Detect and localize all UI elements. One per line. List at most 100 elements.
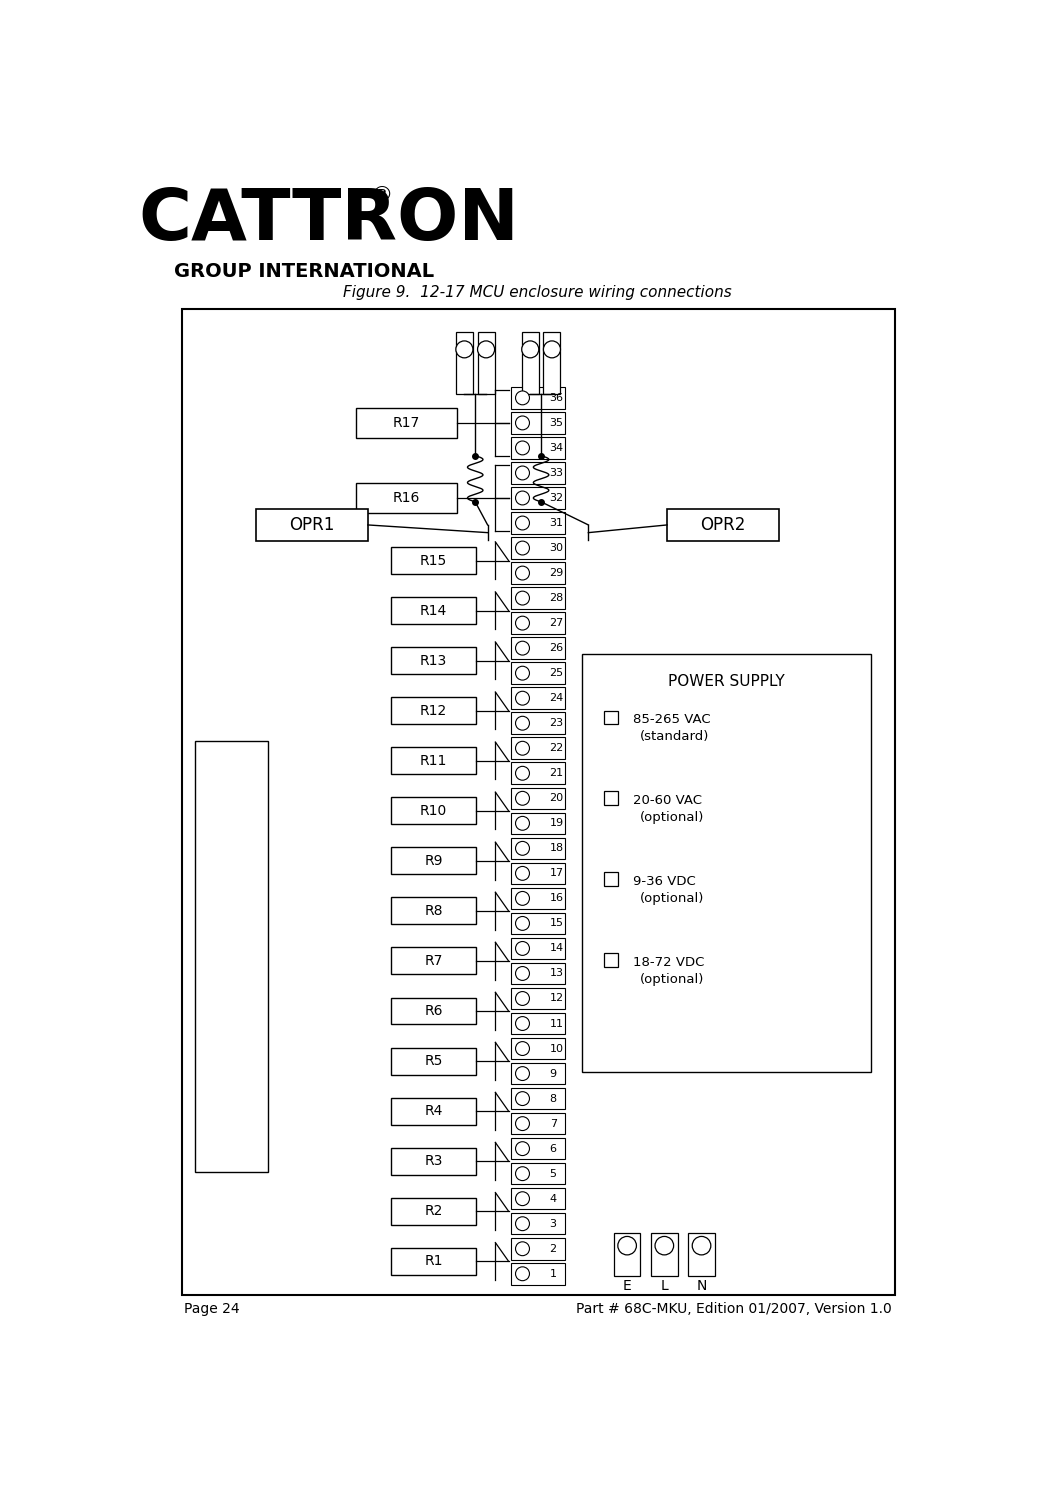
Bar [390, 1097, 476, 1124]
Text: 20-60 VAC: 20-60 VAC [633, 794, 702, 807]
Bar [511, 687, 565, 709]
Bar [511, 763, 565, 784]
Circle shape [515, 1117, 530, 1130]
Text: ®: ® [371, 184, 393, 205]
Text: R10: R10 [420, 804, 447, 818]
Circle shape [515, 742, 530, 755]
Bar [511, 512, 565, 534]
Text: 1: 1 [550, 1268, 557, 1279]
Text: 26: 26 [550, 644, 563, 653]
Text: Figure 9.  12-17 MCU enclosure wiring connections: Figure 9. 12-17 MCU enclosure wiring con… [343, 286, 731, 300]
Bar [511, 462, 565, 483]
Bar [390, 598, 476, 625]
Text: 15: 15 [550, 919, 563, 928]
Bar [356, 483, 456, 513]
Text: 14: 14 [550, 943, 563, 953]
Circle shape [515, 766, 530, 781]
Bar [511, 987, 565, 1010]
Bar [511, 1239, 565, 1259]
Circle shape [515, 491, 530, 506]
Bar [511, 1063, 565, 1084]
Text: 9: 9 [550, 1069, 557, 1078]
Circle shape [515, 567, 530, 580]
Circle shape [515, 791, 530, 806]
Text: L: L [661, 1279, 668, 1294]
Bar [477, 333, 494, 394]
Text: 10: 10 [550, 1044, 563, 1054]
Text: 21: 21 [550, 769, 563, 778]
Text: 8: 8 [550, 1093, 557, 1103]
Text: POWER SUPPLY: POWER SUPPLY [668, 674, 785, 688]
Bar [511, 1163, 565, 1185]
Circle shape [618, 1236, 637, 1255]
Bar [604, 953, 618, 967]
Bar [511, 1038, 565, 1059]
Bar [511, 1088, 565, 1109]
Bar [390, 1248, 476, 1274]
Text: R13: R13 [420, 654, 447, 668]
Circle shape [515, 391, 530, 404]
Text: 18-72 VDC: 18-72 VDC [633, 956, 704, 970]
Circle shape [515, 541, 530, 555]
Text: R3: R3 [424, 1154, 443, 1169]
Circle shape [515, 592, 530, 605]
Text: 23: 23 [550, 718, 563, 729]
Text: R17: R17 [392, 416, 420, 430]
Bar [511, 662, 565, 684]
Text: 12: 12 [550, 993, 563, 1004]
Bar [511, 638, 565, 659]
Circle shape [515, 416, 530, 430]
Bar [604, 873, 618, 886]
Bar [456, 333, 473, 394]
Bar [511, 837, 565, 859]
Text: 17: 17 [550, 868, 563, 879]
Bar [521, 333, 539, 394]
Bar [390, 1047, 476, 1075]
Text: 22: 22 [550, 744, 564, 754]
Text: 18: 18 [550, 843, 563, 854]
Bar [511, 537, 565, 559]
Bar [390, 647, 476, 674]
Circle shape [515, 842, 530, 855]
Bar [511, 562, 565, 584]
Text: R12: R12 [420, 703, 447, 718]
Text: 31: 31 [550, 517, 563, 528]
Circle shape [515, 691, 530, 705]
Bar [256, 509, 368, 541]
Text: R15: R15 [420, 553, 447, 568]
Bar [582, 654, 872, 1072]
Text: OPR2: OPR2 [701, 516, 746, 534]
Bar [511, 1138, 565, 1160]
Text: Part # 68C-MKU, Edition 01/2007, Version 1.0: Part # 68C-MKU, Edition 01/2007, Version… [576, 1301, 892, 1316]
Text: 20: 20 [550, 793, 563, 803]
Circle shape [477, 341, 494, 358]
Text: R9: R9 [424, 854, 443, 868]
Text: 29: 29 [550, 568, 564, 578]
Bar [511, 587, 565, 608]
Bar [511, 1213, 565, 1234]
Text: 25: 25 [550, 668, 563, 678]
Text: 5: 5 [550, 1169, 557, 1179]
Text: Page 24: Page 24 [184, 1301, 239, 1316]
Bar [543, 333, 560, 394]
Circle shape [515, 1242, 530, 1255]
Circle shape [515, 992, 530, 1005]
Circle shape [515, 1167, 530, 1181]
Text: 24: 24 [550, 693, 564, 703]
Text: OPR1: OPR1 [290, 516, 335, 534]
Circle shape [515, 442, 530, 455]
Bar [390, 1197, 476, 1225]
Bar [390, 1148, 476, 1175]
Bar [511, 613, 565, 633]
Bar [614, 1233, 640, 1276]
Circle shape [515, 816, 530, 830]
Text: 3: 3 [550, 1219, 557, 1228]
Text: CATTRON: CATTRON [138, 186, 519, 256]
Bar [181, 309, 895, 1295]
Text: 28: 28 [550, 593, 564, 604]
Bar [390, 848, 476, 874]
Text: 4: 4 [550, 1194, 557, 1203]
Text: 34: 34 [550, 443, 563, 454]
Text: R6: R6 [424, 1004, 443, 1019]
Circle shape [515, 1191, 530, 1206]
